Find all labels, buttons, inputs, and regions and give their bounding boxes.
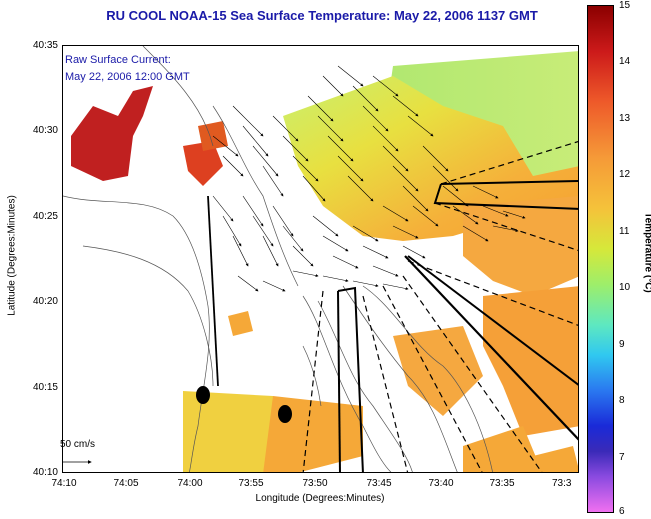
coastline — [63, 46, 493, 472]
colorbar-label: Temperature (°C) — [642, 212, 651, 293]
map-canvas — [63, 46, 578, 472]
ytick-label: 40:15 — [32, 382, 58, 393]
y-axis-label: Latitude (Degrees:Minutes) — [6, 195, 18, 316]
colorbar-tick: 13 — [619, 113, 631, 124]
ytick-label: 40:10 — [32, 467, 58, 478]
xtick-label: 74:10 — [51, 478, 77, 489]
station-marker — [196, 386, 210, 404]
temperature-colorbar — [587, 5, 614, 513]
xtick-label: 73:35 — [489, 478, 515, 489]
xtick-label: 73:55 — [238, 478, 264, 489]
colorbar-tick: 14 — [619, 56, 631, 67]
sst-field — [71, 51, 578, 472]
colorbar-tick: 8 — [619, 395, 625, 406]
xtick-label: 74:00 — [177, 478, 203, 489]
station-marker — [278, 405, 292, 423]
scale-label: 50 cm/s — [60, 439, 96, 450]
colorbar-tick: 11 — [619, 226, 630, 237]
xtick-label: 73:50 — [302, 478, 328, 489]
colorbar-tick: 15 — [619, 0, 631, 11]
colorbar-tick: 6 — [619, 506, 625, 517]
map-title: RU COOL NOAA-15 Sea Surface Temperature:… — [106, 8, 538, 23]
xtick-label: 74:05 — [113, 478, 139, 489]
x-axis-label: Longitude (Degrees:Minutes) — [255, 493, 385, 504]
xtick-label: 73:40 — [428, 478, 454, 489]
boundary-lines — [207, 140, 578, 472]
legend-line-1: Raw Surface Current: — [65, 54, 171, 66]
ytick-label: 40:30 — [32, 125, 58, 136]
colorbar-tick: 12 — [619, 169, 631, 180]
ytick-label: 40:20 — [32, 296, 58, 307]
colorbar-tick: 7 — [619, 452, 625, 463]
ytick-label: 40:25 — [32, 211, 58, 222]
xtick-label: 73:3 — [552, 478, 572, 489]
colorbar-tick: 10 — [619, 282, 631, 293]
ytick-label: 40:35 — [32, 40, 58, 51]
current-vectors — [212, 65, 526, 292]
xtick-label: 73:45 — [366, 478, 392, 489]
sst-map: Raw Surface Current: May 22, 2006 12:00 … — [62, 45, 579, 473]
legend-line-2: May 22, 2006 12:00 GMT — [65, 71, 190, 83]
colorbar-tick: 9 — [619, 339, 625, 350]
